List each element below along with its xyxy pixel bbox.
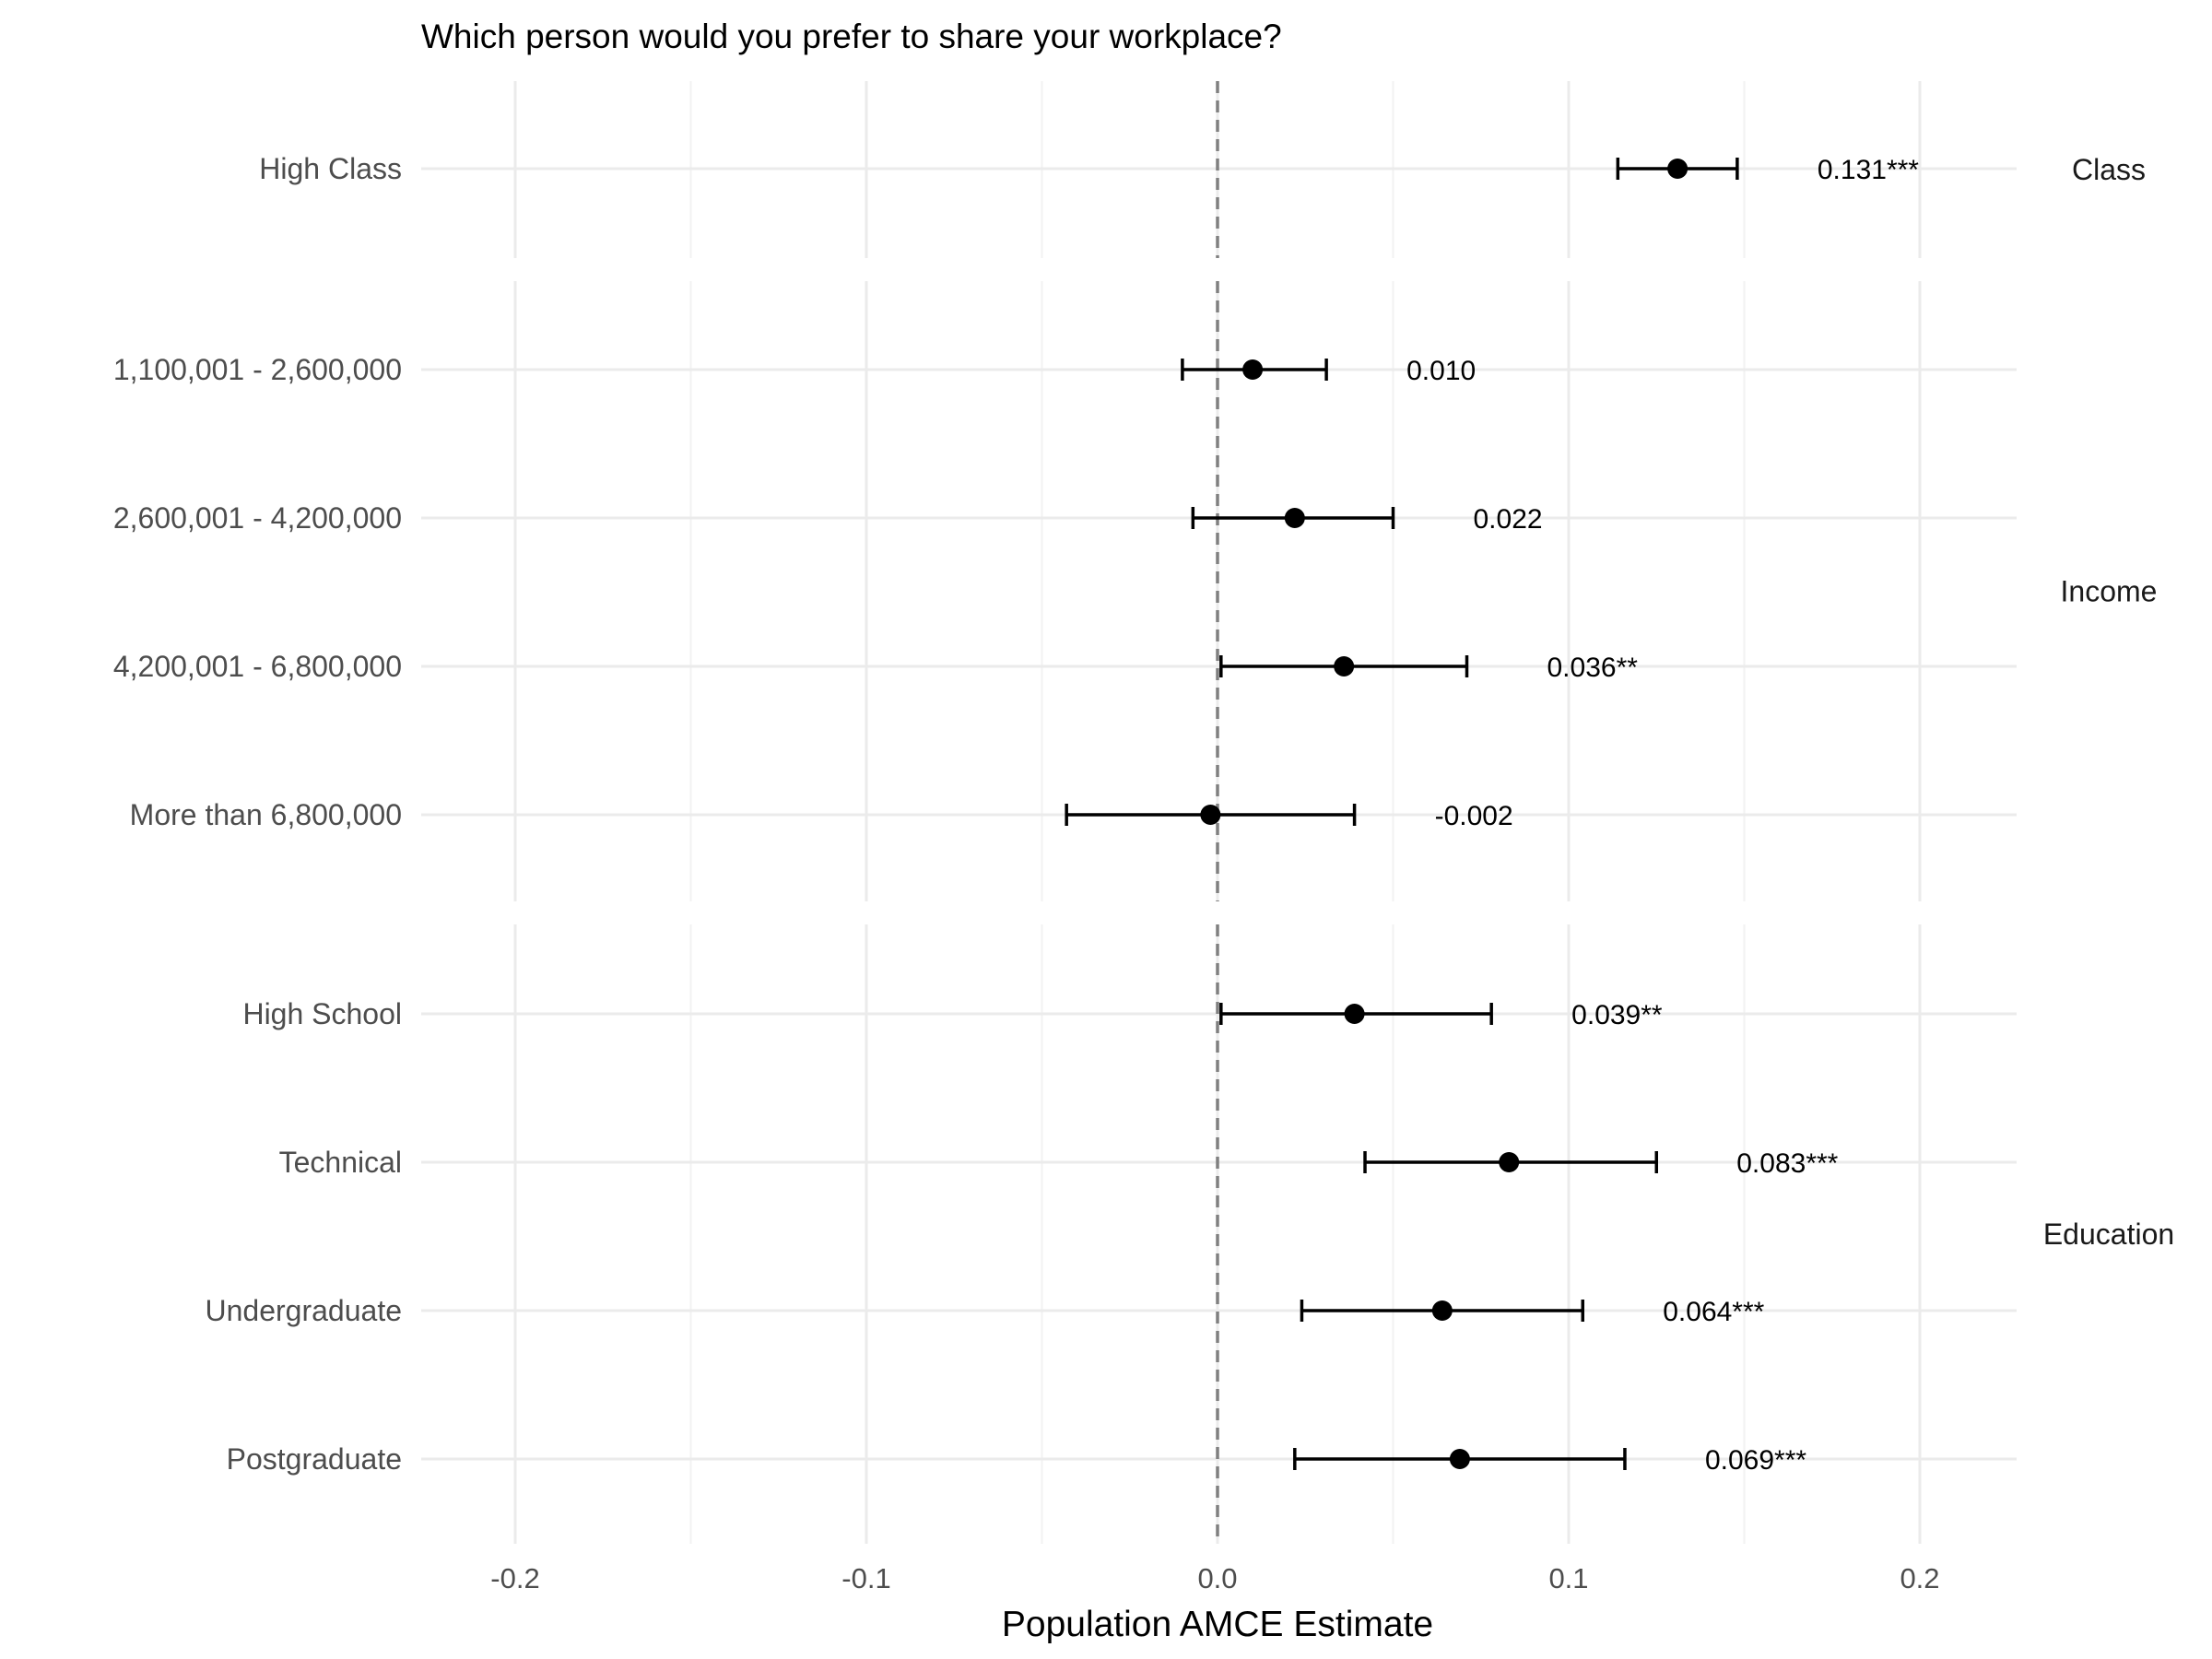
- category-label: 1,100,001 - 2,600,000: [113, 353, 402, 386]
- category-label: 4,200,001 - 6,800,000: [113, 650, 402, 683]
- facet-strip-label: Income: [2061, 575, 2158, 608]
- estimate-annotation: -0.002: [1435, 801, 1513, 831]
- category-label: Postgraduate: [227, 1442, 402, 1476]
- facet-strip-label: Education: [2043, 1218, 2174, 1251]
- facet-panels: High Class 0.131*** Class 1,100,001 - 2,600…: [113, 81, 2174, 1544]
- category-label: Undergraduate: [206, 1294, 402, 1327]
- facet-panel-class: High Class 0.131*** Class: [259, 81, 2146, 258]
- estimate-point: [1499, 1152, 1520, 1172]
- facet-strip-label: Class: [2072, 153, 2146, 186]
- x-tick-label: 0.0: [1197, 1562, 1237, 1594]
- estimate-annotation: 0.022: [1474, 504, 1543, 535]
- estimate-row: Postgraduate 0.069***: [227, 1442, 1807, 1476]
- estimate-row: Undergraduate 0.064***: [206, 1294, 1765, 1327]
- estimate-row: 1,100,001 - 2,600,000 0.010: [113, 353, 1476, 386]
- facet-panel-education: High School 0.039** Technical 0.083*** Under…: [206, 924, 2174, 1544]
- estimate-annotation: 0.131***: [1818, 155, 1919, 185]
- x-tick-label: -0.2: [490, 1562, 539, 1594]
- estimate-point: [1431, 1300, 1453, 1321]
- estimate-row: More than 6,800,000 -0.002: [130, 798, 1513, 831]
- x-axis-title: Population AMCE Estimate: [1002, 1605, 1433, 1644]
- estimate-point: [1284, 508, 1305, 528]
- estimate-row: 4,200,001 - 6,800,000 0.036**: [113, 650, 1638, 683]
- estimate-point: [1344, 1004, 1365, 1024]
- category-label: Technical: [279, 1146, 402, 1179]
- estimate-point: [1242, 359, 1264, 380]
- estimate-annotation: 0.083***: [1736, 1148, 1838, 1179]
- category-label: More than 6,800,000: [130, 798, 402, 831]
- chart-title: Which person would you prefer to share y…: [421, 18, 1282, 55]
- category-label: High School: [242, 997, 402, 1030]
- estimate-row: High School 0.039**: [242, 997, 1662, 1030]
- estimate-point: [1200, 805, 1221, 825]
- estimate-annotation: 0.064***: [1663, 1297, 1764, 1327]
- estimate-annotation: 0.039**: [1571, 1000, 1663, 1030]
- estimate-row: High Class 0.131***: [259, 152, 1919, 185]
- x-tick-label: 0.1: [1548, 1562, 1588, 1594]
- x-tick-label: -0.1: [841, 1562, 890, 1594]
- category-label: 2,600,001 - 4,200,000: [113, 501, 402, 535]
- x-tick-label: 0.2: [1900, 1562, 1939, 1594]
- estimate-row: 2,600,001 - 4,200,000 0.022: [113, 501, 1543, 535]
- estimate-point: [1667, 159, 1688, 179]
- estimate-annotation: 0.036**: [1547, 653, 1639, 683]
- estimate-annotation: 0.010: [1406, 356, 1476, 386]
- facet-panel-income: 1,100,001 - 2,600,000 0.010 2,600,001 - 4,…: [113, 281, 2158, 901]
- estimate-annotation: 0.069***: [1705, 1445, 1806, 1476]
- category-label: High Class: [259, 152, 402, 185]
- x-axis-ticks: -0.2 -0.1 0.0 0.1 0.2: [490, 1562, 1939, 1594]
- estimate-point: [1334, 656, 1355, 677]
- estimate-row: Technical 0.083***: [279, 1146, 1839, 1179]
- estimate-point: [1449, 1449, 1470, 1469]
